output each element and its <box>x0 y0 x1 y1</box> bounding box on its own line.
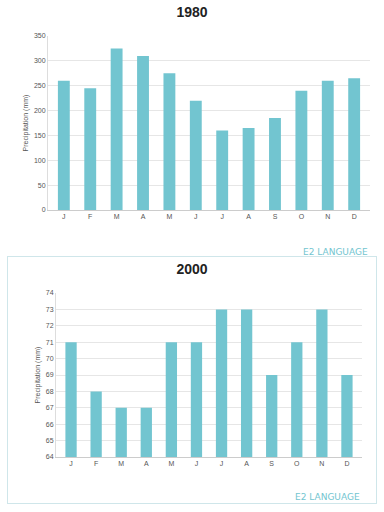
svg-text:Precipitation (mm): Precipitation (mm) <box>34 347 42 404</box>
svg-text:M: M <box>114 213 120 220</box>
svg-text:72: 72 <box>46 322 54 329</box>
svg-text:A: A <box>246 213 251 220</box>
svg-text:E2 LANGUAGE: E2 LANGUAGE <box>303 247 368 256</box>
svg-text:Precipitation (mm): Precipitation (mm) <box>22 95 30 152</box>
svg-text:64: 64 <box>46 453 54 460</box>
svg-text:200: 200 <box>34 107 46 114</box>
svg-text:M: M <box>168 460 174 467</box>
svg-text:S: S <box>273 213 278 220</box>
svg-text:A: A <box>144 460 149 467</box>
svg-text:J: J <box>194 213 198 220</box>
svg-text:F: F <box>88 213 92 220</box>
svg-text:74: 74 <box>46 289 54 296</box>
svg-text:J: J <box>195 460 199 467</box>
svg-text:250: 250 <box>34 82 46 89</box>
svg-text:O: O <box>299 213 305 220</box>
svg-text:2000: 2000 <box>176 261 207 277</box>
svg-text:67: 67 <box>46 404 54 411</box>
svg-text:D: D <box>344 460 349 467</box>
svg-text:O: O <box>294 460 300 467</box>
svg-text:A: A <box>141 213 146 220</box>
svg-text:N: N <box>325 213 330 220</box>
svg-text:J: J <box>220 460 224 467</box>
svg-text:70: 70 <box>46 355 54 362</box>
svg-text:J: J <box>62 213 65 220</box>
svg-text:1980: 1980 <box>176 4 207 20</box>
svg-text:J: J <box>69 460 73 467</box>
svg-text:50: 50 <box>38 182 46 189</box>
svg-text:100: 100 <box>34 157 46 164</box>
svg-text:F: F <box>94 460 98 467</box>
svg-text:66: 66 <box>46 421 54 428</box>
svg-text:150: 150 <box>34 132 46 139</box>
svg-text:D: D <box>352 213 357 220</box>
svg-text:65: 65 <box>46 437 54 444</box>
svg-text:N: N <box>319 460 324 467</box>
svg-text:69: 69 <box>46 371 54 378</box>
svg-text:M: M <box>118 460 124 467</box>
svg-text:M: M <box>166 213 172 220</box>
svg-text:J: J <box>220 213 224 220</box>
svg-text:68: 68 <box>46 388 54 395</box>
svg-text:300: 300 <box>34 57 46 64</box>
svg-text:73: 73 <box>46 306 54 313</box>
svg-text:350: 350 <box>34 32 46 39</box>
svg-text:A: A <box>244 460 249 467</box>
svg-text:0: 0 <box>42 206 46 213</box>
svg-text:E2 LANGUAGE: E2 LANGUAGE <box>295 492 360 502</box>
svg-text:71: 71 <box>46 339 54 346</box>
svg-text:S: S <box>269 460 274 467</box>
